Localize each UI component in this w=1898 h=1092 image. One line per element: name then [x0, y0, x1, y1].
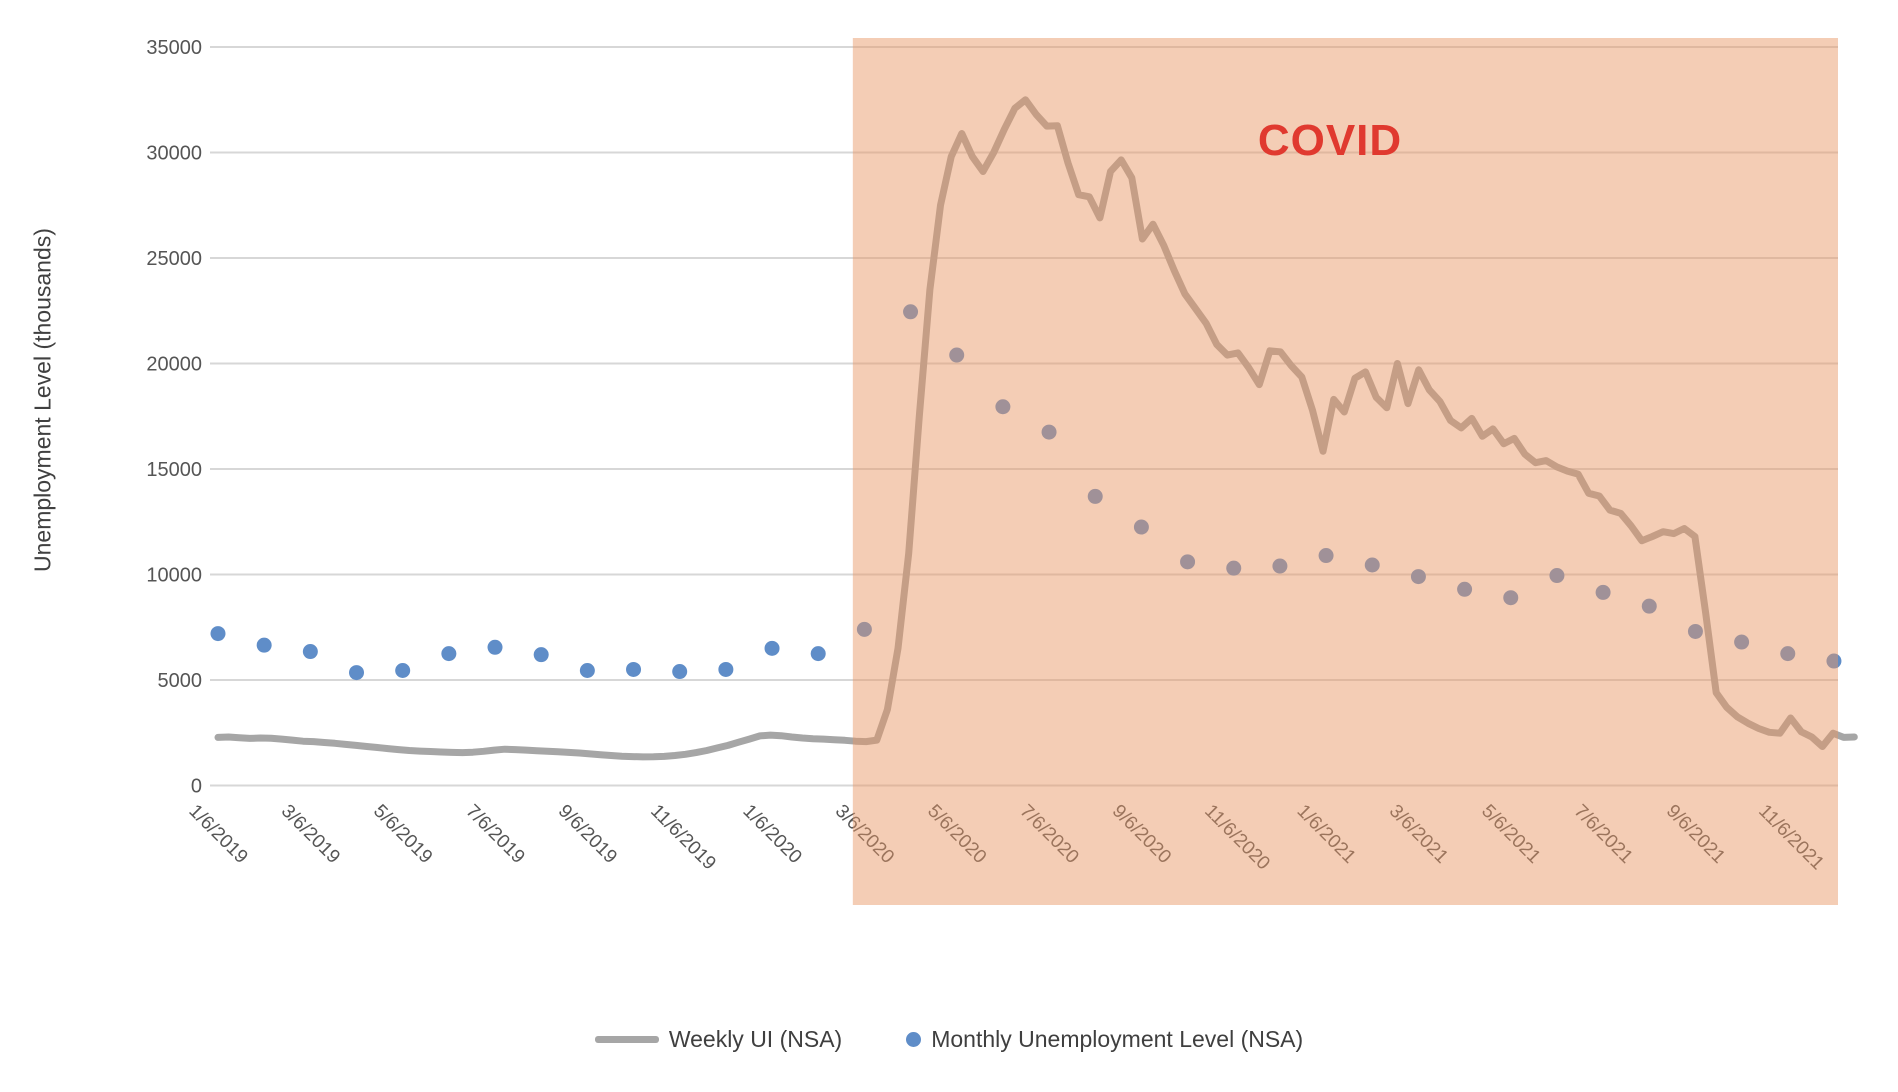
monthly-unemployment-dot [995, 399, 1011, 415]
monthly-unemployment-dot [949, 347, 965, 363]
monthly-unemployment-dot [579, 663, 595, 679]
monthly-unemployment-dot [1087, 488, 1103, 504]
x-tick-label: 7/6/2019 [461, 801, 528, 868]
monthly-unemployment-dot [672, 664, 688, 680]
monthly-unemployment-dot [1734, 634, 1750, 650]
monthly-unemployment-dot [1549, 568, 1565, 584]
y-tick-label: 20000 [146, 354, 202, 376]
y-tick-label: 35000 [146, 37, 202, 59]
monthly-unemployment-dot [1272, 558, 1288, 574]
legend-label-monthly-level: Monthly Unemployment Level (NSA) [931, 1026, 1304, 1052]
monthly-unemployment-dot [302, 644, 318, 660]
chart-legend: Weekly UI (NSA) Monthly Unemployment Lev… [0, 1026, 1898, 1053]
monthly-unemployment-dot [1133, 519, 1149, 535]
y-tick-label: 0 [191, 776, 202, 798]
monthly-unemployment-dot [1687, 623, 1703, 639]
y-tick-label: 25000 [146, 248, 202, 270]
monthly-unemployment-dot [1226, 560, 1242, 576]
weekly-line-swatch-icon [594, 1036, 659, 1043]
monthly-unemployment-dot [856, 621, 872, 637]
monthly-unemployment-dot [1410, 569, 1426, 585]
monthly-unemployment-dot [1503, 590, 1519, 606]
x-tick-label: 1/6/2020 [739, 801, 806, 868]
monthly-unemployment-dot [1780, 646, 1796, 662]
monthly-unemployment-dot [256, 637, 272, 653]
monthly-unemployment-dot [487, 639, 503, 655]
monthly-unemployment-dot [626, 661, 642, 677]
monthly-unemployment-dot [1457, 581, 1473, 597]
monthly-unemployment-dot [1318, 548, 1334, 564]
unemployment-chart: 35000 30000 25000 20000 15000 10000 5000 0 1/6/2… [146, 37, 1858, 905]
y-tick-label: 15000 [146, 459, 202, 481]
x-tick-label: 11/6/2019 [646, 801, 720, 875]
y-tick-label: 5000 [158, 670, 203, 692]
covid-annotation: COVID [1258, 116, 1402, 165]
y-tick-label: 30000 [146, 143, 202, 165]
monthly-unemployment-dot [533, 647, 549, 663]
monthly-unemployment-dot [1180, 554, 1196, 570]
x-tick-label: 3/6/2019 [277, 801, 344, 868]
monthly-unemployment-dot [903, 304, 919, 320]
y-axis-title: Unemployment Level (thousands) [29, 228, 56, 572]
legend-label-weekly-ui: Weekly UI (NSA) [668, 1026, 843, 1052]
x-tick-label: 9/6/2019 [554, 801, 621, 868]
monthly-unemployment-dot [1041, 424, 1057, 440]
monthly-unemployment-dot [395, 663, 411, 679]
monthly-unemployment-dot [1364, 557, 1380, 573]
monthly-dot-swatch-icon [906, 1032, 922, 1047]
monthly-unemployment-dot [764, 640, 780, 656]
covid-region-overlay [852, 38, 1838, 905]
monthly-unemployment-dot [1595, 584, 1611, 600]
monthly-unemployment-dot [1641, 598, 1657, 614]
x-tick-label: 5/6/2019 [369, 801, 436, 868]
legend-item-weekly-ui: Weekly UI (NSA) [594, 1026, 843, 1053]
x-tick-label: 1/6/2019 [184, 801, 251, 868]
monthly-unemployment-dot [1826, 653, 1842, 669]
monthly-unemployment-dot [718, 661, 734, 677]
monthly-unemployment-dot [349, 665, 365, 681]
monthly-unemployment-dot [810, 646, 826, 662]
weekly-ui-line [214, 96, 1858, 761]
monthly-unemployment-dot [210, 626, 226, 642]
legend-item-monthly-level: Monthly Unemployment Level (NSA) [906, 1026, 1303, 1053]
y-tick-label: 10000 [146, 565, 202, 587]
monthly-unemployment-dot [441, 646, 457, 662]
